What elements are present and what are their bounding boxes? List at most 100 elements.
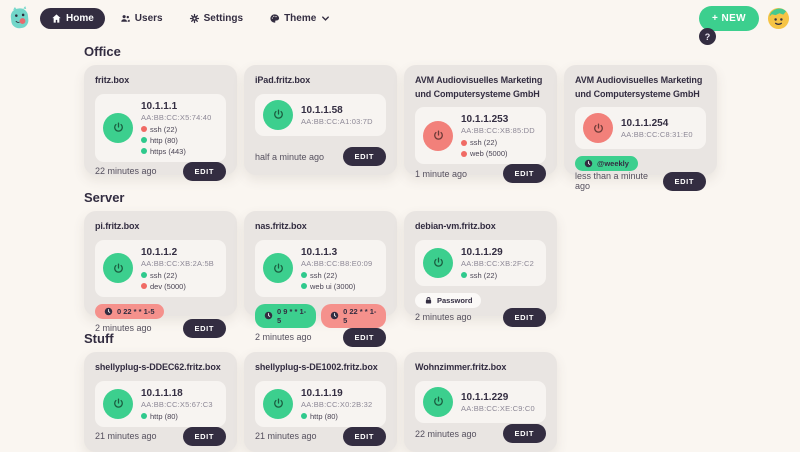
edit-button[interactable]: EDIT — [342, 426, 386, 446]
badge-row: Password — [415, 292, 546, 308]
port-label: ssh (22) — [470, 138, 498, 147]
edit-button[interactable]: EDIT — [502, 424, 546, 443]
power-icon — [272, 108, 285, 121]
section-title: Office — [84, 44, 121, 59]
card-row: shellyplug-s-DDEC62.fritz.box 10.1.1.18 AA… — [84, 352, 800, 452]
port-list: http (80) — [141, 412, 213, 421]
power-button[interactable] — [583, 113, 613, 143]
nav-item-label: Home — [66, 12, 94, 24]
clock-icon — [584, 159, 593, 168]
nav-item-home[interactable]: Home — [40, 7, 105, 29]
device-name: shellyplug-s-DDEC62.fritz.box — [95, 362, 221, 372]
last-seen-text: 1 minute ago — [415, 168, 468, 179]
edit-button[interactable]: EDIT — [662, 171, 706, 191]
port-status-dot — [141, 148, 147, 154]
nav-item-settings[interactable]: Settings — [178, 8, 254, 29]
device-mac: AA:BB:CC:B8:E0:09 — [301, 258, 373, 268]
device-card: shellyplug-s-DDEC62.fritz.box 10.1.1.18 AA… — [84, 352, 237, 452]
port-list: ssh (22) dev (5000) — [141, 271, 218, 291]
device-panel: 10.1.1.1 AA:BB:CC:X5:74:40 ssh (22) http (8… — [95, 93, 226, 162]
port-label: https (443) — [150, 146, 186, 156]
edit-button[interactable]: EDIT — [182, 161, 226, 181]
edit-button[interactable]: EDIT — [182, 426, 226, 446]
port-label: http (80) — [310, 411, 338, 421]
port-label: http (80) — [150, 135, 178, 145]
nav-item-users[interactable]: Users — [109, 8, 174, 29]
power-icon — [112, 121, 125, 134]
device-name: shellyplug-s-DE1002.fritz.box — [255, 362, 378, 372]
power-button[interactable] — [263, 253, 293, 283]
edit-button[interactable]: EDIT — [342, 327, 386, 347]
new-device-button[interactable]: + NEW — [699, 5, 759, 31]
port-list: http (80) — [301, 412, 372, 421]
port-label: ssh (22) — [150, 270, 178, 280]
device-name: nas.fritz.box — [255, 221, 307, 231]
badge-row: 0 9 * * 1-5 0 22 * * 1-5 — [255, 303, 386, 328]
port-status: https (443) — [141, 147, 186, 156]
port-status-dot — [301, 413, 307, 419]
edit-button[interactable]: EDIT — [342, 147, 386, 166]
edit-button[interactable]: EDIT — [182, 318, 226, 338]
power-button[interactable] — [423, 247, 453, 278]
device-mac: AA:BB:CC:XB:2A:5B — [141, 258, 215, 268]
power-button[interactable] — [263, 99, 293, 130]
device-ip: 10.1.1.1 — [141, 100, 178, 112]
badge-weekly: @weekly — [575, 156, 638, 171]
card-footer: 1 minute ago EDIT — [415, 164, 546, 183]
user-avatar[interactable] — [767, 7, 790, 30]
nav-item-label: Theme — [284, 12, 317, 24]
home-icon — [51, 13, 62, 24]
chevron-down-icon — [320, 13, 331, 24]
badge-label: Password — [437, 295, 473, 305]
port-list: ssh (22) web (5000) — [461, 138, 538, 158]
device-name: fritz.box — [95, 75, 130, 85]
device-mac: AA:BB:CC:X5:67:C3 — [141, 399, 213, 409]
last-seen-text: 22 minutes ago — [95, 166, 157, 176]
port-label: web (5000) — [470, 149, 508, 158]
badge-label: 0 22 * * 1-5 — [117, 306, 155, 316]
gear-icon — [189, 13, 200, 24]
last-seen-text: half a minute ago — [255, 151, 325, 162]
power-icon — [432, 395, 445, 408]
device-ip: 10.1.1.18 — [141, 387, 183, 399]
device-info: 10.1.1.253 AA:BB:CC:XB:85:DD ssh (22) web (… — [461, 113, 538, 158]
power-button[interactable] — [423, 386, 453, 417]
device-mac: AA:BB:CC:XB:85:DD — [461, 126, 535, 135]
help-button[interactable]: ? — [699, 28, 716, 45]
device-name: debian-vm.fritz.box — [415, 221, 496, 231]
power-button[interactable] — [263, 388, 293, 419]
device-ip: 10.1.1.2 — [141, 246, 178, 258]
port-status: ssh (22) — [141, 271, 177, 280]
power-button[interactable] — [103, 112, 133, 143]
section-server: Server pi.fritz.box 10.1.1.2 AA:BB:CC:XB:2A… — [84, 190, 800, 347]
card-footer: 22 minutes ago EDIT — [415, 424, 546, 443]
device-card: Wohnzimmer.fritz.box 10.1.1.229 AA:BB:CC:X… — [404, 352, 557, 452]
clock-icon — [264, 311, 273, 320]
edit-button[interactable]: EDIT — [502, 164, 546, 183]
device-panel: 10.1.1.253 AA:BB:CC:XB:85:DD ssh (22) web (… — [415, 107, 546, 164]
device-panel: 10.1.1.2 AA:BB:CC:XB:2A:5B ssh (22) dev (50… — [95, 239, 226, 297]
device-mac: AA:BB:CC:X5:74:40 — [141, 112, 212, 122]
badge-label: 0 22 * * 1-5 — [343, 306, 377, 325]
power-button[interactable] — [103, 388, 133, 419]
last-seen-text: 22 minutes ago — [415, 428, 477, 439]
edit-button[interactable]: EDIT — [502, 307, 546, 327]
device-panel: 10.1.1.29 AA:BB:CC:XB:2F:C2 ssh (22) — [415, 239, 546, 286]
power-icon — [272, 262, 285, 275]
port-label: web ui (3000) — [310, 281, 356, 291]
port-list: ssh (22) — [461, 271, 534, 280]
power-button[interactable] — [103, 253, 133, 283]
port-status-dot — [461, 272, 467, 278]
device-info: 10.1.1.3 AA:BB:CC:B8:E0:09 ssh (22) web ui … — [301, 246, 378, 291]
device-panel: 10.1.1.18 AA:BB:CC:X5:67:C3 http (80) — [95, 380, 226, 427]
power-button[interactable] — [423, 120, 453, 151]
badge-label: 0 9 * * 1-5 — [277, 306, 307, 325]
device-groups: Office fritz.box 10.1.1.1 AA:BB:CC:X5:74:40… — [0, 32, 800, 452]
port-label: ssh (22) — [470, 270, 498, 280]
port-status-dot — [301, 272, 307, 278]
nav-item-theme[interactable]: Theme — [258, 8, 342, 29]
badge-row: 0 22 * * 1-5 — [95, 303, 226, 319]
port-status: ssh (22) — [461, 271, 497, 280]
lock-icon — [424, 296, 433, 305]
device-name: AVM Audiovisuelles Marketing und Compute… — [575, 75, 703, 99]
